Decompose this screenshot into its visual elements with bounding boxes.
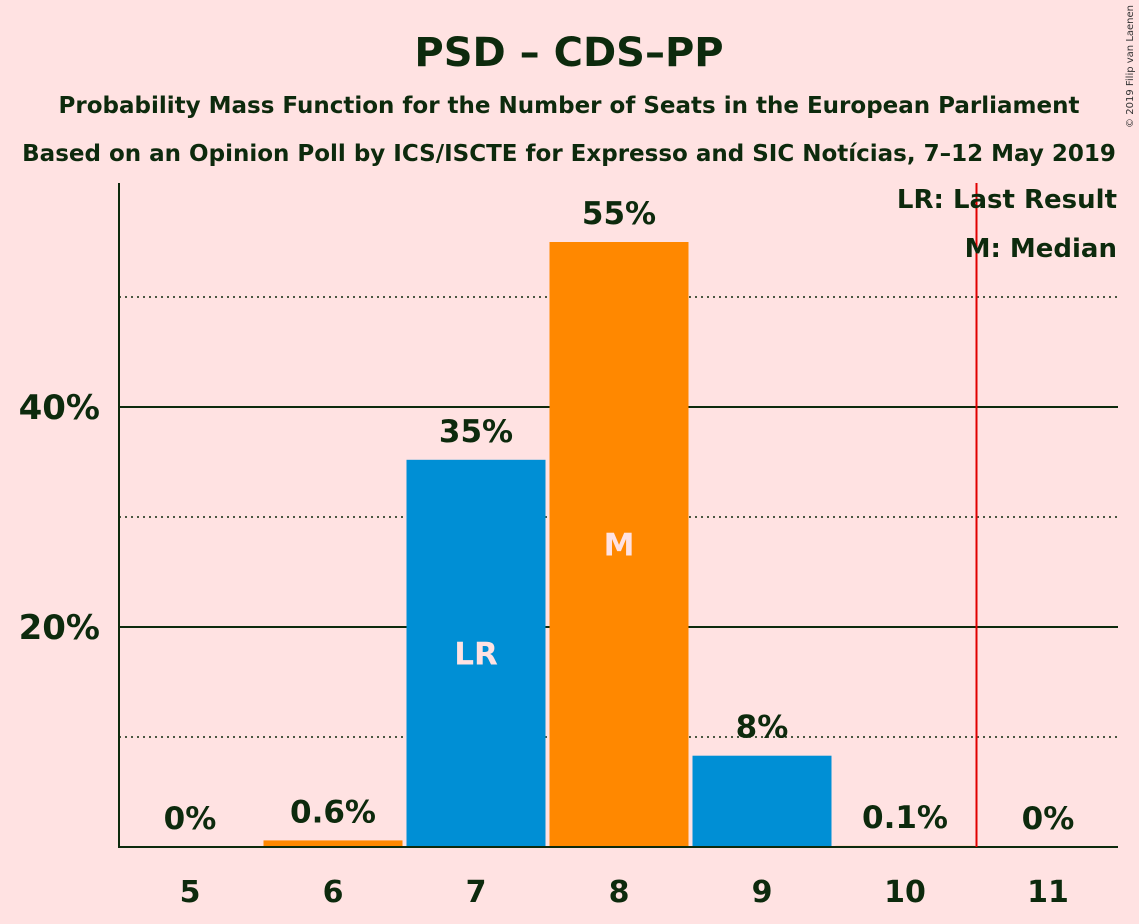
bar xyxy=(406,459,546,847)
x-tick-label: 8 xyxy=(609,875,630,910)
data-label: 55% xyxy=(582,196,656,232)
bar xyxy=(692,755,832,847)
y-tick-label: 40% xyxy=(19,388,100,428)
chart-subtitle-2: Based on an Opinion Poll by ICS/ISCTE fo… xyxy=(22,141,1116,167)
x-tick-label: 10 xyxy=(884,875,926,910)
chart-title: PSD – CDS–PP xyxy=(414,30,723,76)
y-tick-label: 20% xyxy=(19,608,100,648)
data-label: 0.6% xyxy=(290,794,376,830)
data-label: 8% xyxy=(736,710,789,746)
chart-subtitle-1: Probability Mass Function for the Number… xyxy=(59,93,1080,119)
copyright-notice: © 2019 Filip van Laenen xyxy=(1125,5,1136,128)
data-label: 0% xyxy=(1022,801,1075,837)
in-bar-label: M xyxy=(604,528,635,564)
data-label: 35% xyxy=(439,414,513,450)
bar xyxy=(549,242,689,847)
legend-last-result: LR: Last Result xyxy=(897,185,1117,215)
labels: 20% 40% 0% 5 0.6% 6 35% LR 7 55% M 8 8% 9 0.1% 10 0% 11 xyxy=(19,196,1075,910)
x-tick-label: 7 xyxy=(466,875,487,910)
in-bar-label: LR xyxy=(454,636,498,672)
data-label: 0% xyxy=(164,801,217,837)
axes xyxy=(118,183,1118,848)
x-tick-label: 9 xyxy=(752,875,773,910)
x-tick-label: 5 xyxy=(180,875,201,910)
bar xyxy=(263,840,403,847)
x-tick-label: 6 xyxy=(323,875,344,910)
data-label: 0.1% xyxy=(862,800,948,836)
x-tick-label: 11 xyxy=(1027,875,1069,910)
legend-median: M: Median xyxy=(965,234,1117,264)
